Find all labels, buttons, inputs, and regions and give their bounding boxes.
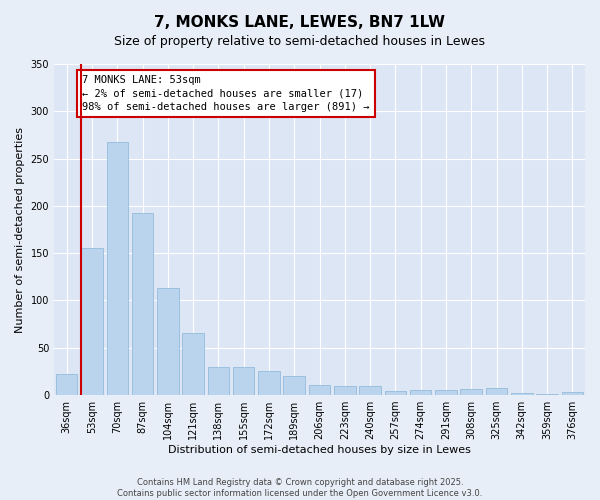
Bar	[562, 392, 583, 395]
Bar	[359, 386, 381, 395]
Text: Size of property relative to semi-detached houses in Lewes: Size of property relative to semi-detach…	[115, 35, 485, 48]
Bar	[486, 388, 507, 395]
Y-axis label: Number of semi-detached properties: Number of semi-detached properties	[15, 126, 25, 332]
Text: 7, MONKS LANE, LEWES, BN7 1LW: 7, MONKS LANE, LEWES, BN7 1LW	[155, 15, 445, 30]
Bar	[107, 142, 128, 395]
Bar	[258, 372, 280, 395]
Bar	[208, 366, 229, 395]
X-axis label: Distribution of semi-detached houses by size in Lewes: Distribution of semi-detached houses by …	[168, 445, 471, 455]
Bar	[536, 394, 558, 395]
Bar	[334, 386, 356, 395]
Bar	[233, 366, 254, 395]
Bar	[157, 288, 179, 395]
Bar	[56, 374, 77, 395]
Bar	[132, 212, 153, 395]
Bar	[81, 248, 103, 395]
Text: 7 MONKS LANE: 53sqm
← 2% of semi-detached houses are smaller (17)
98% of semi-de: 7 MONKS LANE: 53sqm ← 2% of semi-detache…	[82, 76, 370, 112]
Bar	[283, 376, 305, 395]
Bar	[182, 332, 204, 395]
Bar	[460, 390, 482, 395]
Bar	[410, 390, 431, 395]
Bar	[435, 390, 457, 395]
Bar	[309, 384, 330, 395]
Bar	[385, 392, 406, 395]
Bar	[511, 393, 533, 395]
Text: Contains HM Land Registry data © Crown copyright and database right 2025.
Contai: Contains HM Land Registry data © Crown c…	[118, 478, 482, 498]
